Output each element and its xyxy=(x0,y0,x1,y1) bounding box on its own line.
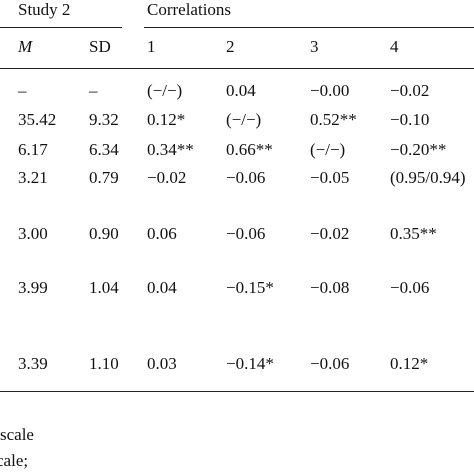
table-cell: (0.95/0.94) xyxy=(390,168,466,187)
column-header-sd: SD xyxy=(89,37,111,56)
table-cell: 0.03 xyxy=(147,354,177,373)
table-cell: 0.04 xyxy=(226,81,256,100)
table-bottom-rule xyxy=(0,391,474,392)
table-cell: 3.21 xyxy=(18,168,48,187)
table-cell: −0.15* xyxy=(226,278,274,297)
table-cell: −0.02 xyxy=(147,168,187,187)
table-cell: 3.99 xyxy=(18,278,48,297)
table-cell: −0.06 xyxy=(310,354,350,373)
table-cell: 0.12* xyxy=(147,110,186,129)
table-cell: −0.08 xyxy=(310,278,350,297)
table-cell: −0.14* xyxy=(226,354,274,373)
table-cell: 6.34 xyxy=(89,140,119,159)
column-header-rule xyxy=(0,68,474,69)
column-header-4: 4 xyxy=(390,37,399,56)
table-cell: 3.39 xyxy=(18,354,48,373)
table-cell: 9.32 xyxy=(89,110,119,129)
footnote-line-2: cale; xyxy=(0,451,29,470)
table-cell: 3.00 xyxy=(18,224,48,243)
table-cell: 0.12* xyxy=(390,354,429,373)
table-cell: 0.35** xyxy=(390,224,437,243)
correlations-label: Correlations xyxy=(147,0,232,19)
table-cell: 6.17 xyxy=(18,140,48,159)
table-cell: 0.52** xyxy=(310,110,357,129)
column-header-3: 3 xyxy=(310,37,319,56)
table-cell: −0.00 xyxy=(310,81,350,100)
study-label: Study 2 xyxy=(18,0,71,19)
table-cell: −0.06 xyxy=(226,168,266,187)
table-cell: −0.02 xyxy=(310,224,350,243)
column-header-m: M xyxy=(18,37,33,56)
table-cell: (−/−) xyxy=(226,110,262,129)
table-cell: 0.79 xyxy=(89,168,119,187)
table-cell: −0.06 xyxy=(390,278,430,297)
table-cell: −0.06 xyxy=(226,224,266,243)
table-cell: 0.90 xyxy=(89,224,119,243)
table-cell: 0.66** xyxy=(226,140,273,159)
correlations-header-rule xyxy=(144,27,474,28)
column-header-2: 2 xyxy=(226,37,235,56)
footnote-line-1: scale xyxy=(0,425,34,444)
table-cell: (−/−) xyxy=(147,81,183,100)
table-cell: 0.34** xyxy=(147,140,194,159)
table-cell: −0.20** xyxy=(390,140,447,159)
table-cell: 35.42 xyxy=(18,110,57,129)
table-cell: – xyxy=(18,81,27,100)
table-cell: 1.04 xyxy=(89,278,119,297)
table-cell: – xyxy=(89,81,98,100)
table-cell: (−/−) xyxy=(310,140,346,159)
table-cell: 0.06 xyxy=(147,224,177,243)
column-header-1: 1 xyxy=(147,37,156,56)
study-header-rule xyxy=(0,27,122,28)
table-cell: −0.10 xyxy=(390,110,430,129)
table-cell: −0.02 xyxy=(390,81,430,100)
table-cell: 1.10 xyxy=(89,354,119,373)
table-cell: 0.04 xyxy=(147,278,177,297)
table-cell: −0.05 xyxy=(310,168,350,187)
